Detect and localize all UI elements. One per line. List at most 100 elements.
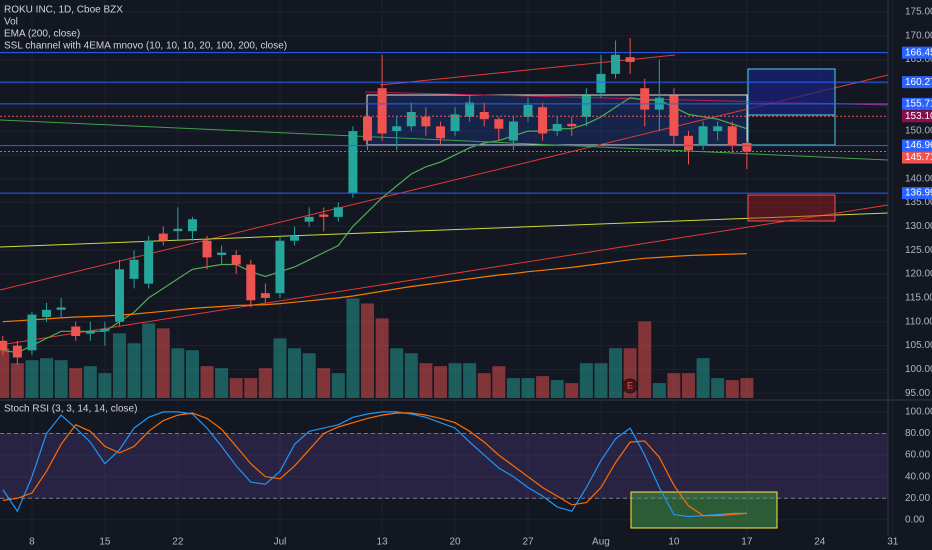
candle-body [333,207,343,217]
candle-body [129,259,139,279]
trend-line [0,119,889,161]
indicator-label: SSL channel with 4EMA mnovo (10, 10, 10,… [4,41,287,52]
x-tick-label: 17 [741,537,753,548]
volume-bar [609,348,623,398]
oscillator-line [2,411,747,518]
volume-bar [10,363,24,398]
volume-bar [404,353,418,398]
candle-body [319,214,329,217]
candle-body [421,116,431,127]
candle-body [173,228,183,232]
candle-body [187,219,197,232]
candle-body [114,269,124,322]
price-label-box [902,110,932,123]
marks-layer [0,38,888,518]
volume-bar [69,368,83,398]
price-label: 136.99 [905,188,932,199]
candle-body [290,235,300,241]
y-tick-label: 100.00 [905,407,932,418]
price-label: 160.27 [905,77,932,88]
candle-body [12,345,22,358]
volume-bar [579,363,593,398]
candle-body [144,240,154,284]
candle-body [611,54,621,74]
volume-bar [419,363,433,398]
volume-bar [83,366,97,398]
volume-bar [331,373,345,398]
candle-body [479,112,489,120]
drawings [0,54,889,529]
candle-body [508,121,518,141]
price-label-box [902,139,932,152]
oscillator-line [2,412,747,517]
candle-body [727,126,737,146]
x-tick-label: 10 [668,537,680,548]
earnings-circle [622,378,638,394]
candle-body [596,73,606,93]
x-tick-label: 27 [522,537,534,548]
x-tick-label: 31 [887,537,899,548]
volume-bar [40,358,54,398]
x-tick-label: Aug [592,537,610,548]
volume-bar [288,348,302,398]
earnings-label: E [627,380,633,390]
price-label: 146.96 [905,140,932,151]
x-tick-label: 8 [29,537,35,548]
candle-body [246,264,256,301]
y-tick-label: 135.00 [905,197,932,208]
volume-bar [258,368,272,398]
chart-title: ROKU INC, 1D, Cboe BZX [4,5,123,16]
candle-body [523,104,533,117]
price-label: 166.45 [905,47,932,58]
y-tick-label: 125.00 [905,245,932,256]
candle-body [158,233,168,241]
candle-body [552,123,562,132]
volume-bar [667,373,681,398]
candle-body [260,293,270,298]
volume-bar [594,363,608,398]
candle-body [27,314,37,351]
volume-bar [156,328,170,398]
y-tick-label: 105.00 [905,340,932,351]
volume-bar [506,378,520,398]
candle-body [581,95,591,117]
volume-bar [711,378,725,398]
volume-bar [638,321,652,398]
candle-body [71,326,81,337]
oscillator-box [630,491,778,529]
candle-body [275,240,285,294]
y-tick-label: 110.00 [905,316,932,327]
candle-body [406,112,416,127]
volume-bar [477,373,491,398]
earnings-marker: E [622,378,638,394]
volume-bar [433,366,447,398]
candle-body [435,126,445,139]
y-tick-label: 80.00 [905,428,930,439]
volume-bar [215,368,229,398]
volume-bar [171,348,185,398]
volume-bar [112,333,126,398]
volume-bar [142,323,156,398]
y-tick-label: 165.00 [905,54,932,65]
y-tick-label: 150.00 [905,126,932,137]
candle-body [42,309,52,317]
volume-bar [492,366,506,398]
volume-bar [317,368,331,398]
trend-line [0,204,889,346]
candle-body [363,116,373,141]
x-tick-label: 13 [377,537,389,548]
x-tick-label: 24 [814,537,826,548]
volume-bar [565,383,579,398]
price-label-box [902,76,932,89]
candle-body [538,107,548,134]
volume-bar [725,380,739,398]
candle-body [640,88,650,110]
candle-body [304,216,314,222]
volume-bar [463,363,477,398]
y-tick-label: 115.00 [905,293,932,304]
volume-bar [346,298,360,398]
x-tick-label: 20 [449,537,461,548]
volume-bar [25,360,39,398]
